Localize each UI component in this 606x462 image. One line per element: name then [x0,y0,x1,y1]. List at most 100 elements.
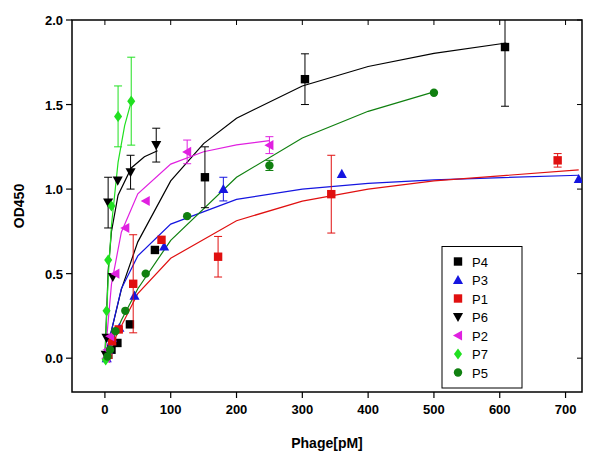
x-tick-top [433,20,434,25]
y-tick-right [577,104,582,105]
x-tick-top [104,20,105,25]
error-cap [183,140,191,141]
error-cap [265,153,273,154]
y-tick-label: 0.5 [45,267,63,282]
legend-marker [454,348,462,359]
error-cap [114,146,122,147]
legend-label: P5 [472,366,488,381]
y-tick-right [577,189,582,190]
x-axis-title: Phage[pM] [291,435,363,451]
data-point [201,173,209,181]
data-point [106,346,114,354]
x-tick [236,392,237,398]
legend-box [442,247,522,389]
error-bar [214,236,222,277]
error-cap [114,85,122,86]
error-cap [152,162,160,163]
y-tick-label: 0.0 [45,351,63,366]
legend: P4P3P1P6P2P7P5 [442,247,522,389]
legend-label: P7 [472,347,488,362]
data-point [574,174,582,183]
x-tick-top [170,20,171,25]
data-point [121,307,129,315]
data-point [113,177,123,186]
series-p5 [103,89,438,361]
legend-label: P1 [472,292,488,307]
y-tick-label: 1.0 [45,182,63,197]
x-tick-top [302,20,303,25]
error-bar [501,20,509,106]
fit-curve [105,151,158,358]
error-bar [129,235,137,333]
error-cap [129,332,137,333]
error-bar [327,155,335,233]
x-tick-label: 0 [101,402,108,417]
data-point [501,43,509,51]
fit-curve [105,92,434,358]
data-point [265,161,273,169]
x-tick [433,392,434,398]
data-point [301,75,309,83]
x-tick [499,392,500,398]
error-cap [219,200,227,201]
x-tick-label: 600 [489,402,511,417]
legend-label: P4 [472,255,488,270]
data-point [111,327,119,335]
error-cap [129,234,137,235]
legend-label: P2 [472,329,488,344]
y-tick-right [577,20,582,21]
data-point [553,156,561,164]
x-tick-top [499,20,500,25]
y-tick [66,104,72,105]
error-cap [183,163,191,164]
x-tick [170,392,171,398]
y-tick [66,273,72,274]
y-axis-title: OD450 [11,184,27,229]
data-point [327,190,335,198]
series-p2 [101,137,273,364]
y-tick [66,19,72,20]
y-tick-label: 1.5 [45,98,63,113]
legend-marker [454,294,462,302]
x-tick-label: 300 [291,402,313,417]
x-tick-label: 100 [160,402,182,417]
series-p6 [101,128,162,360]
error-cap [127,57,135,58]
fit-curve [105,141,270,359]
error-cap [127,189,135,190]
error-cap [265,160,273,161]
error-bar [114,86,122,147]
error-cap [265,136,273,137]
legend-marker [454,368,462,376]
data-point [142,269,150,277]
data-point [214,253,222,261]
y-tick-right [577,273,582,274]
error-cap [201,146,209,147]
data-point [129,291,139,300]
error-cap [127,155,135,156]
data-point [157,236,165,244]
data-point [127,96,135,107]
error-cap [104,177,112,178]
legend-marker [454,257,462,265]
error-bar [201,147,209,208]
error-bar [127,57,135,145]
data-point [337,169,347,178]
legend-marker [453,330,462,340]
error-cap [104,227,112,228]
legend-label: P6 [472,310,488,325]
error-cap [327,155,335,156]
error-cap [214,277,222,278]
legend-marker [453,313,463,322]
x-tick-label: 200 [226,402,248,417]
data-point [129,280,137,288]
error-bar [554,154,562,168]
y-tick [66,358,72,359]
data-point [103,305,111,316]
data-point [183,212,191,220]
x-tick-label: 700 [555,402,577,417]
error-cap [201,207,209,208]
x-tick-label: 500 [423,402,445,417]
x-tick-top [236,20,237,25]
data-point [114,111,122,122]
